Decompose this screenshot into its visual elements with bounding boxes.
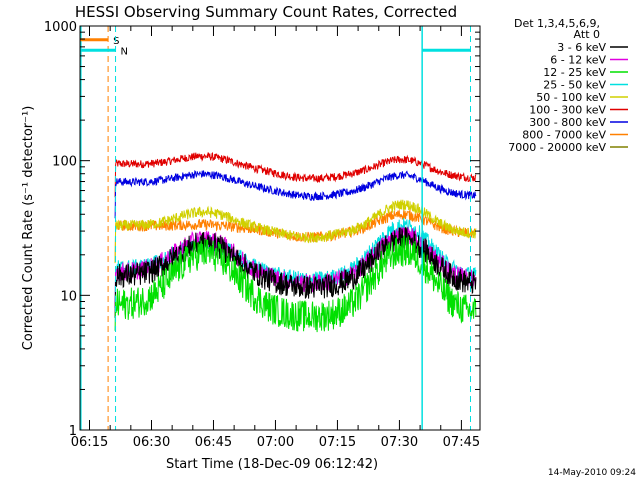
legend-label: 100 - 300 keV: [529, 104, 606, 117]
legend-label: 7000 - 20000 keV: [508, 141, 606, 154]
legend-label: 25 - 50 keV: [543, 79, 606, 92]
y-tick-label: 1000: [44, 20, 77, 35]
y-tick-label: 100: [52, 155, 77, 170]
flag-layer: SN: [80, 26, 471, 430]
x-tick-label: 06:15: [71, 435, 108, 450]
legend-label: 6 - 12 keV: [550, 54, 606, 67]
x-tick-label: 07:15: [319, 435, 356, 450]
x-tick-label: 07:00: [257, 435, 294, 450]
x-tick-label: 07:30: [381, 435, 418, 450]
legend-label: 300 - 800 keV: [529, 116, 606, 129]
y-tick-label: 10: [60, 289, 77, 304]
legend-header: Det 1,3,4,5,6,9,: [514, 17, 600, 30]
series-line: [114, 209, 477, 263]
series-line: [114, 170, 477, 219]
legend-header: Att 0: [574, 28, 600, 41]
y-tick-label: 1: [69, 424, 77, 439]
y-axis-label: Corrected Count Rate (s⁻¹ detector⁻¹): [21, 106, 36, 351]
footer-timestamp: 14-May-2010 09:24: [548, 468, 636, 478]
legend-label: 50 - 100 keV: [536, 91, 606, 104]
plot-frame: [79, 25, 481, 431]
flag-label: S: [113, 36, 119, 47]
legend-label: 800 - 7000 keV: [522, 129, 606, 142]
flag-label: N: [121, 46, 128, 57]
series-line: [114, 199, 477, 264]
legend-label: 12 - 25 keV: [543, 66, 606, 79]
x-tick-label: 07:45: [443, 435, 480, 450]
series-line: [114, 152, 477, 198]
chart-title: HESSI Observing Summary Count Rates, Cor…: [75, 3, 457, 21]
series-line: [114, 235, 477, 333]
x-tick-label: 06:45: [195, 435, 232, 450]
x-tick-label: 06:30: [133, 435, 170, 450]
axis-layer: 1 10 100 1000 06:15 06:30 06:45 07:00 07:15 07:30…: [44, 20, 480, 450]
x-axis-label: Start Time (18-Dec-09 06:12:42): [166, 457, 378, 472]
legend-label: 3 - 6 keV: [557, 41, 606, 54]
series-layer: [114, 152, 477, 333]
